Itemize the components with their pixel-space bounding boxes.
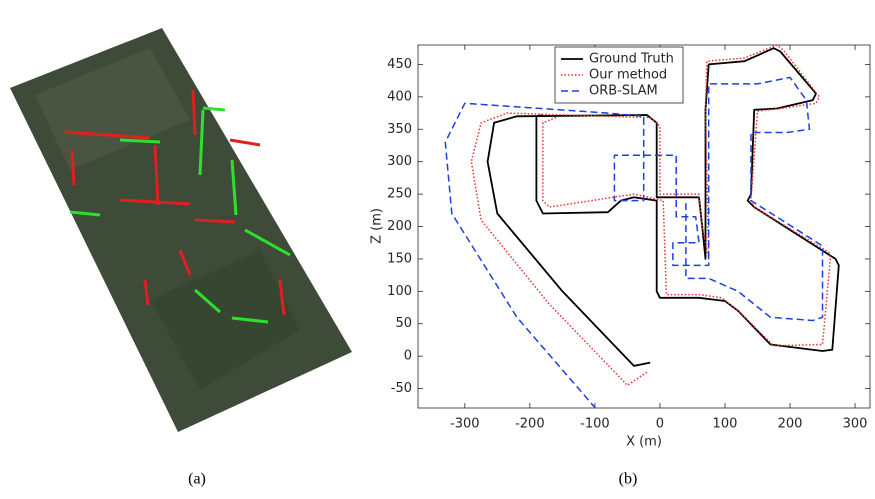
x-tick-label: 0 [656, 417, 664, 432]
y-tick-label: 150 [387, 251, 412, 266]
x-tick-label: 100 [713, 417, 738, 432]
trajectory [445, 77, 822, 411]
aerial-image [10, 28, 352, 432]
y-tick-label: 450 [387, 57, 412, 72]
x-tick-label: -300 [450, 417, 480, 432]
legend-label: ORB-SLAM [589, 84, 658, 99]
x-tick-label: -100 [580, 417, 610, 432]
y-tick-label: 250 [387, 187, 412, 202]
legend-label: Our method [589, 68, 667, 83]
x-tick-label: 300 [843, 417, 868, 432]
y-tick-label: -50 [391, 381, 412, 396]
x-tick-label: -200 [515, 417, 545, 432]
x-axis-label: X (m) [626, 435, 662, 450]
y-tick-label: 200 [387, 219, 412, 234]
x-tick-label: 200 [778, 417, 803, 432]
legend-label: Ground Truth [589, 52, 674, 67]
y-tick-label: 300 [387, 154, 412, 169]
y-tick-label: 100 [387, 284, 412, 299]
caption: (b) [619, 471, 638, 488]
y-tick-label: 0 [404, 349, 412, 364]
y-tick-label: 50 [395, 316, 412, 331]
y-tick-label: 350 [387, 122, 412, 137]
y-axis-label: Z (m) [370, 208, 385, 244]
caption: (a) [188, 471, 206, 488]
figure: (a) (b) X (m) Z (m) -300 -200 -100 0 100 200 3… [0, 0, 875, 495]
y-tick-label: 400 [387, 89, 412, 104]
